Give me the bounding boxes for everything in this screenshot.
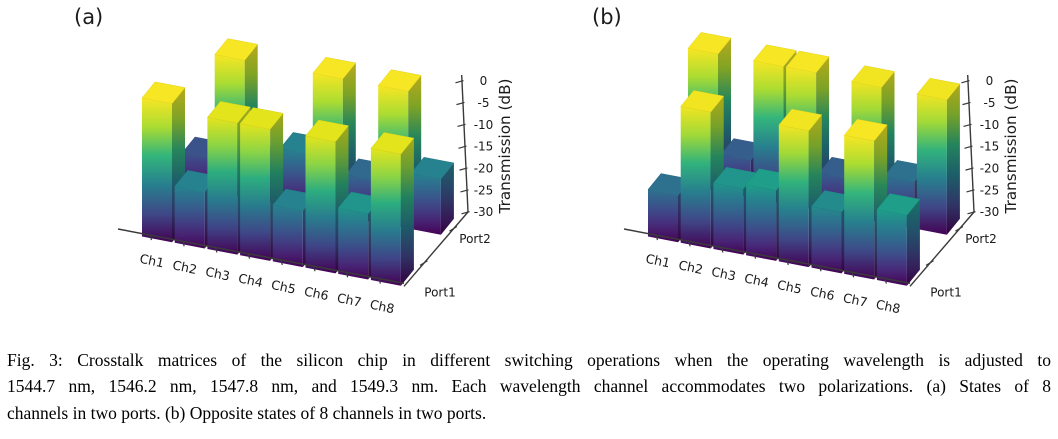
caption-line-1: Fig. 3: Crosstalk matrices of the silico… (7, 350, 1051, 370)
svg-text:Ch8: Ch8 (875, 297, 902, 317)
svg-text:-5: -5 (478, 96, 490, 110)
axes-back: 0 -5 -10 -15 -20 -25 -30 Port1 Port2 Transmission… (403, 74, 514, 300)
svg-text:-30: -30 (474, 205, 494, 219)
svg-text:Port2: Port2 (965, 232, 996, 246)
svg-text:Port1: Port1 (930, 286, 961, 300)
chart-a: 0 -5 -10 -15 -20 -25 -30 Port1 Port2 Transmission… (117, 38, 514, 317)
caption-line-2: 1544.7 nm, 1546.2 nm, 1547.8 nm, and 154… (7, 376, 1051, 397)
svg-text:-10: -10 (980, 118, 1000, 132)
bar-ch1-port1 (141, 81, 186, 243)
svg-text:Ch2: Ch2 (677, 257, 704, 277)
svg-text:-25: -25 (980, 183, 1000, 197)
svg-text:Port2: Port2 (459, 232, 490, 246)
svg-text:-20: -20 (980, 162, 1000, 176)
svg-text:Port1: Port1 (424, 286, 455, 300)
panel-label-a: (a) (74, 5, 104, 29)
axis-x: Ch1 Ch2 Ch3 Ch4 Ch5 Ch6 Ch7 Ch8 (117, 228, 405, 317)
crosstalk-3d-bar-charts: 0 -5 -10 -15 -20 -25 -30 Port1 Port2 Transmission… (117, 32, 1020, 317)
bar-ch6-port1 (305, 119, 349, 274)
svg-text:Ch1: Ch1 (644, 251, 671, 271)
svg-text:Transmission (dB): Transmission (dB) (1002, 79, 1020, 215)
svg-text:-25: -25 (474, 183, 494, 197)
svg-text:Ch3: Ch3 (710, 264, 737, 284)
svg-text:Ch5: Ch5 (270, 277, 297, 297)
axes-back: 0 -5 -10 -15 -20 -25 -30 Port1 Port2 Transmission… (909, 74, 1020, 300)
svg-text:-15: -15 (980, 140, 1000, 154)
svg-text:Transmission (dB): Transmission (dB) (496, 79, 514, 215)
chart-b: 0 -5 -10 -15 -20 -25 -30 Port1 Port2 Transmission… (623, 32, 1020, 317)
caption-line-3: channels in two ports. (b) Opposite stat… (7, 402, 487, 423)
svg-text:0: 0 (480, 74, 488, 88)
bar-ch8-port2 (916, 77, 961, 235)
svg-text:-20: -20 (474, 162, 494, 176)
svg-text:Ch2: Ch2 (171, 257, 198, 277)
svg-text:Ch6: Ch6 (303, 283, 330, 303)
svg-text:Ch5: Ch5 (776, 277, 803, 297)
svg-text:-30: -30 (980, 205, 1000, 219)
svg-text:-15: -15 (474, 140, 494, 154)
svg-text:-5: -5 (984, 96, 996, 110)
svg-text:-10: -10 (474, 118, 494, 132)
bar-ch8-port1 (370, 132, 415, 286)
bar-ch8-port1 (876, 193, 921, 286)
bar-ch8-port2 (410, 156, 455, 235)
svg-text:Ch4: Ch4 (237, 270, 264, 290)
svg-text:Ch1: Ch1 (138, 251, 165, 271)
svg-text:Ch7: Ch7 (336, 290, 363, 310)
svg-text:Ch6: Ch6 (809, 283, 836, 303)
svg-text:Ch8: Ch8 (369, 297, 396, 317)
figure-caption: Fig. 3: Crosstalk matrices of the silico… (7, 347, 1051, 426)
axis-x: Ch1 Ch2 Ch3 Ch4 Ch5 Ch6 Ch7 Ch8 (623, 228, 911, 317)
svg-text:Ch4: Ch4 (743, 270, 770, 290)
svg-text:Ch7: Ch7 (842, 290, 869, 310)
panel-label-b: (b) (592, 5, 622, 29)
svg-text:0: 0 (986, 74, 994, 88)
svg-text:Ch3: Ch3 (204, 264, 231, 284)
bars (141, 38, 455, 286)
bars (647, 32, 961, 286)
